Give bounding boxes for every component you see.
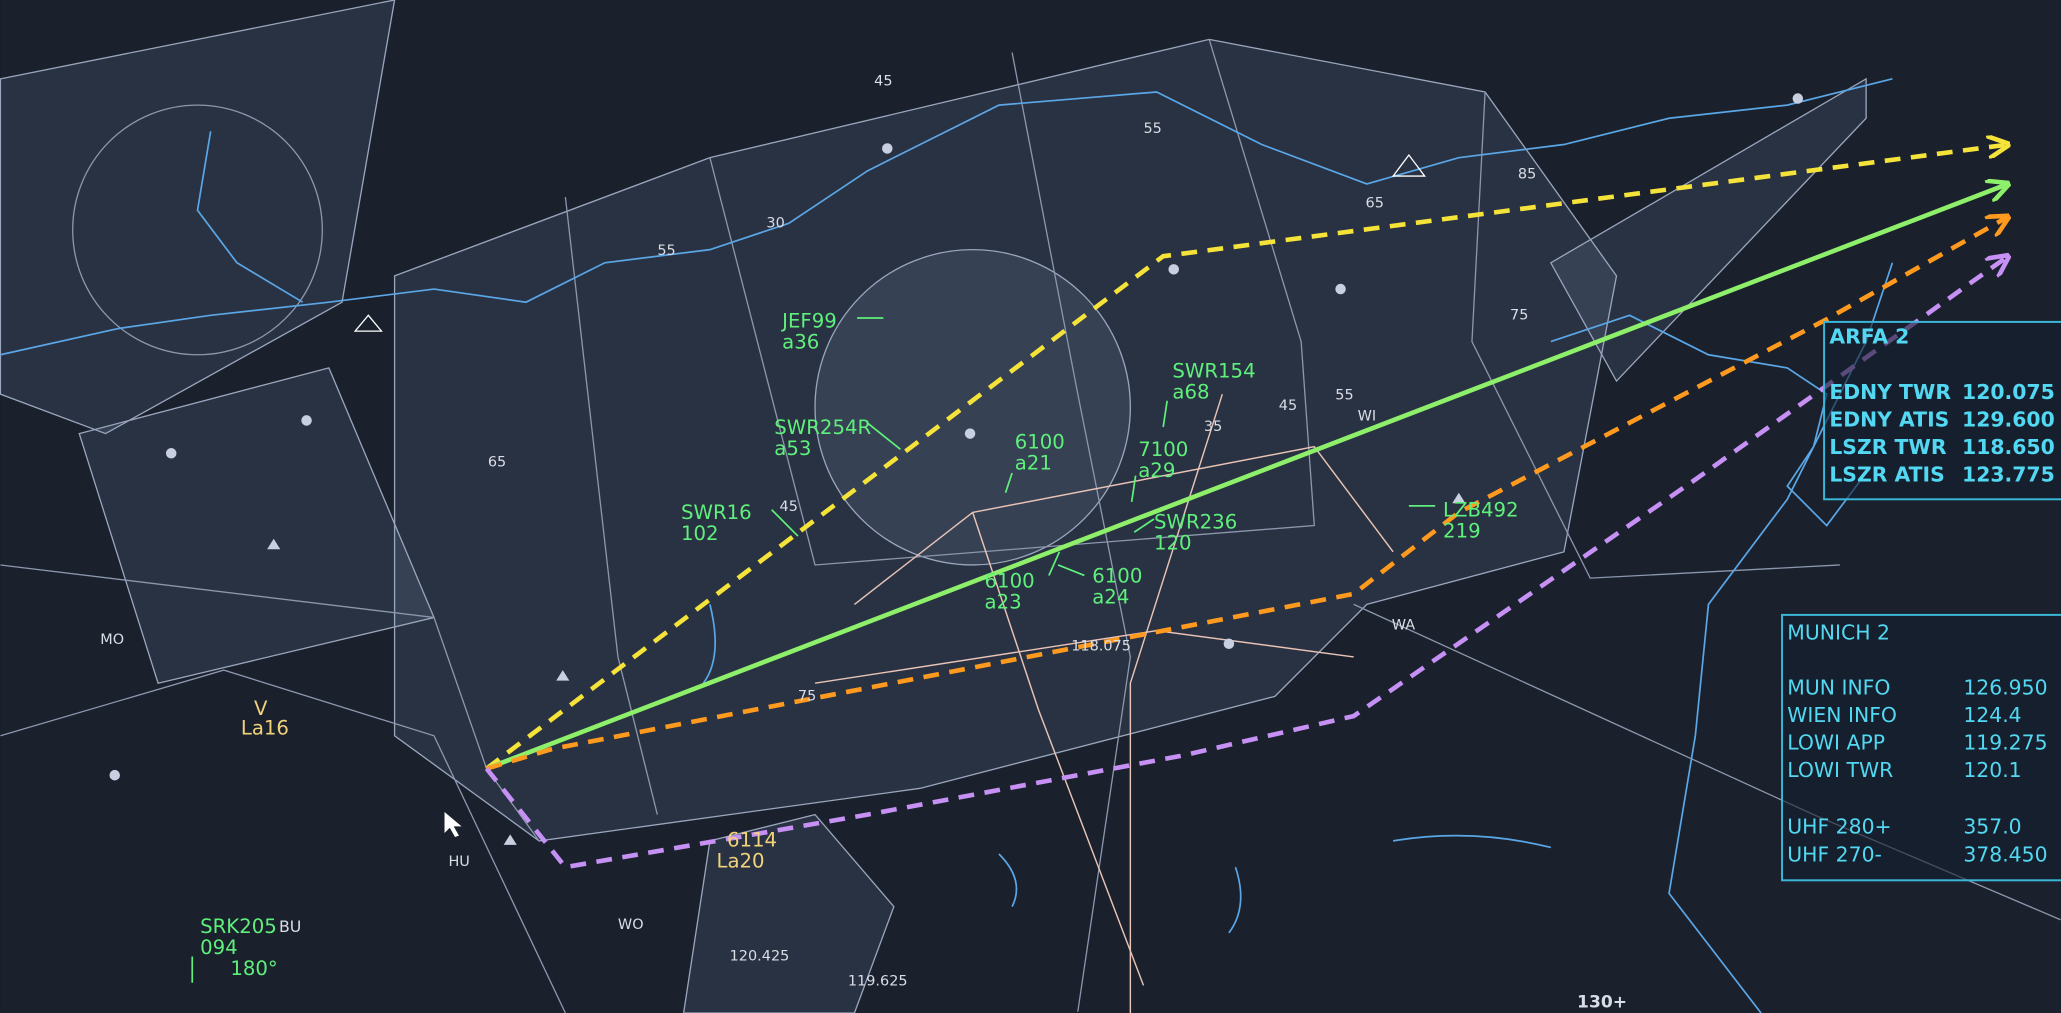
map-label: 130+	[1577, 992, 1627, 1012]
map-label: 35	[1204, 419, 1222, 435]
flight-level: a24	[1092, 585, 1129, 608]
frequency: 119.275	[1963, 731, 2047, 755]
station: MUN INFO	[1787, 675, 1890, 699]
flight-level: a68	[1172, 380, 1209, 403]
radar-screen: 45 55 30 55 65 85 75 65 45 45 55 35 75 1…	[0, 0, 2061, 1013]
panel-title: ARFA 2	[1829, 325, 1909, 349]
frequency: 378.450	[1963, 842, 2047, 866]
map-label: WA	[1392, 617, 1415, 633]
callsign: SWR254R	[774, 416, 871, 439]
frequency: 129.600	[1962, 407, 2055, 431]
map-label: 65	[1366, 196, 1384, 212]
map-label: 75	[1510, 307, 1528, 323]
frequency: 357.0	[1963, 815, 2021, 839]
callsign: 7100	[1138, 438, 1188, 461]
callsign: SWR154	[1172, 359, 1255, 382]
flight-level: a23	[985, 591, 1022, 614]
map-label: 119.625	[848, 973, 908, 989]
map-label: 85	[1518, 167, 1536, 183]
heading: 180°	[230, 957, 277, 980]
frequency: 126.950	[1963, 675, 2047, 699]
station: UHF 270-	[1787, 842, 1882, 866]
callsign: SWR16	[681, 501, 752, 524]
page: {"aircraft_labels":[ {"lines":["JEF99","…	[0, 0, 2061, 1013]
callsign: 6114	[727, 828, 777, 851]
station: UHF 280+	[1787, 815, 1891, 839]
map-label: 120.425	[730, 949, 790, 965]
callsign: SWR236	[1154, 510, 1237, 533]
callsign: JEF99	[780, 309, 837, 332]
flight-level: 094	[200, 936, 238, 959]
map-label: WO	[618, 917, 644, 933]
map-label: MO	[100, 632, 124, 648]
flight-level: 120	[1154, 531, 1192, 554]
map-label: HU	[448, 854, 469, 870]
callsign: LZB492	[1443, 499, 1519, 522]
map-label: 55	[1335, 387, 1353, 403]
station: EDNY ATIS	[1829, 407, 1949, 431]
station: LSZR ATIS	[1829, 463, 1944, 487]
flight-level: La16	[241, 717, 289, 740]
callsign: 6100	[985, 570, 1035, 593]
station: EDNY TWR	[1829, 380, 1951, 404]
callsign: 6100	[1092, 564, 1142, 587]
map-label: 75	[798, 688, 816, 704]
map-label: 45	[1279, 398, 1297, 414]
map-label: 45	[874, 73, 892, 89]
flight-level: 102	[681, 522, 719, 545]
map-label: 55	[1143, 121, 1161, 137]
station: LOWI TWR	[1787, 758, 1893, 782]
panel-title: MUNICH 2	[1787, 620, 1890, 644]
suffix: BU	[279, 917, 301, 936]
station: LSZR TWR	[1829, 435, 1947, 459]
station: WIEN INFO	[1787, 703, 1897, 727]
frequency: 123.775	[1962, 463, 2055, 487]
map-background	[0, 0, 2060, 1013]
map-label: 55	[657, 243, 675, 259]
frequency: 124.4	[1963, 703, 2021, 727]
flight-level: 219	[1443, 520, 1481, 543]
map-label: 30	[766, 215, 784, 231]
station: LOWI APP	[1787, 731, 1885, 755]
map-label: 45	[780, 499, 798, 515]
map-label: 118.075	[1071, 638, 1131, 654]
frequency: 118.650	[1962, 435, 2055, 459]
callsign: SRK205	[200, 915, 277, 938]
flight-level: a36	[782, 330, 819, 353]
flight-level: a53	[774, 437, 811, 460]
flight-level: a29	[1138, 459, 1175, 482]
flight-level: a21	[1015, 451, 1052, 474]
frequency: 120.075	[1962, 380, 2055, 404]
callsign: 6100	[1015, 430, 1065, 453]
flight-level: La20	[716, 849, 764, 872]
frequency: 120.1	[1963, 758, 2021, 782]
map-label: 65	[488, 454, 506, 470]
map-label: WI	[1358, 408, 1377, 424]
